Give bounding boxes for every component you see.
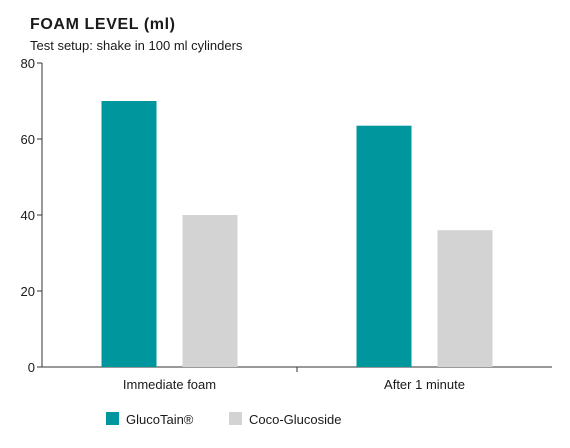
legend: GlucoTain® Coco-Glucoside (106, 412, 342, 427)
y-tick-label: 60 (21, 132, 35, 147)
y-tick-label: 80 (21, 56, 35, 71)
axes: 0 20 40 60 80 Immediate foam After 1 minute (21, 56, 552, 392)
legend-swatch (229, 412, 242, 425)
bar (356, 125, 412, 367)
y-tick-label: 20 (21, 284, 35, 299)
chart-subtitle: Test setup: shake in 100 ml cylinders (30, 38, 243, 53)
chart-title: FOAM LEVEL (ml) (30, 16, 176, 33)
bar (101, 101, 157, 367)
x-tick-label: Immediate foam (123, 377, 216, 392)
y-tick-label: 0 (28, 360, 35, 375)
legend-label: Coco-Glucoside (249, 412, 342, 427)
bar (437, 230, 493, 367)
bars (101, 101, 493, 367)
bar (182, 215, 238, 367)
legend-swatch (106, 412, 119, 425)
legend-label: GlucoTain® (126, 412, 194, 427)
x-tick-label: After 1 minute (384, 377, 465, 392)
y-tick-label: 40 (21, 208, 35, 223)
